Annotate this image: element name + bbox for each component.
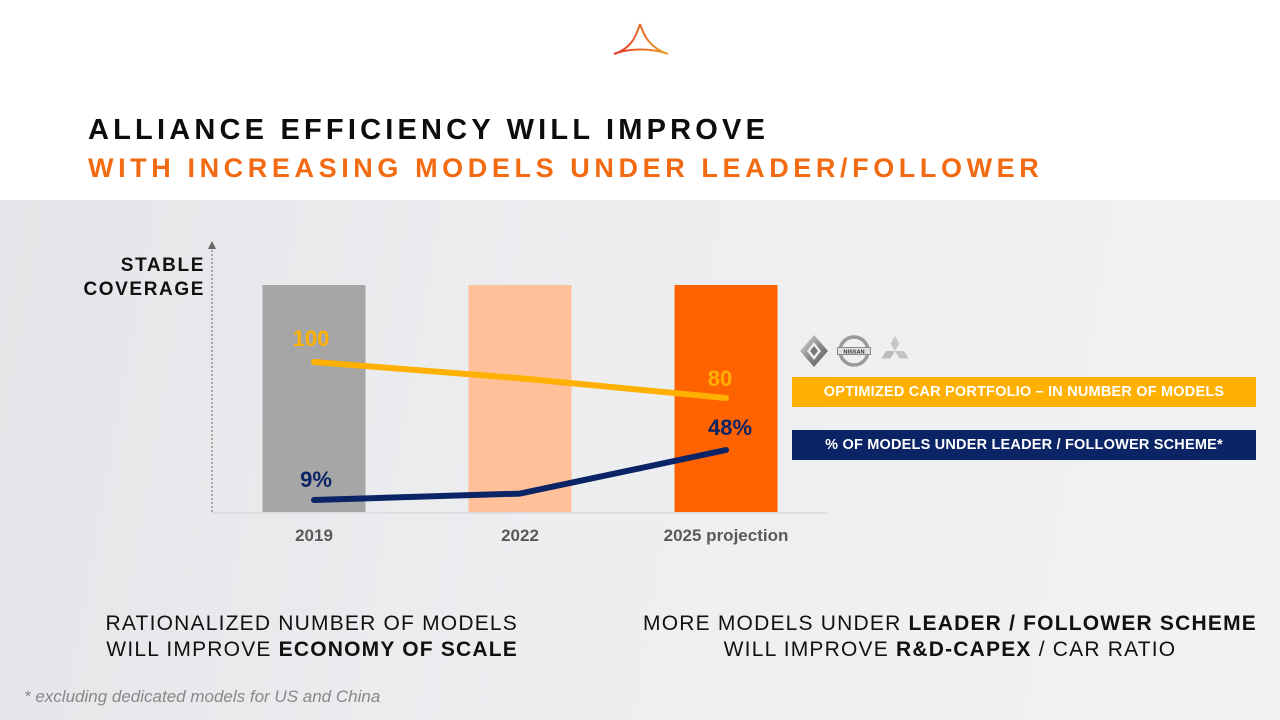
statement-right-text-3: / CAR RATIO [1031,638,1177,661]
title-line-1: ALLIANCE EFFICIENCY WILL IMPROVE [88,114,770,146]
bar-2022 [468,285,572,512]
bar-2019 [262,285,366,512]
title-line-2: WITH INCREASING MODELS UNDER LEADER/FOLL… [88,153,1044,183]
footnote: * excluding dedicated models for US and … [24,687,381,706]
statement-right-emphasis-2: R&D-CAPEX [896,638,1032,661]
statement-right-text-1: MORE MODELS UNDER [643,612,909,635]
brand-logos: NISSAN [798,334,912,368]
statement-left-text: WILL IMPROVE [106,638,279,661]
legend-leader-follower: % OF MODELS UNDER LEADER / FOLLOWER SCHE… [792,430,1256,460]
legend-portfolio: OPTIMIZED CAR PORTFOLIO – IN NUMBER OF M… [792,377,1256,407]
x-tick-label: 2022 [501,526,539,545]
statement-right-line-2: WILL IMPROVE R&D-CAPEX / CAR RATIO [630,637,1270,663]
y-axis-label-line-2: COVERAGE [83,279,205,300]
content-area [0,200,1280,720]
rd-capex-statement: MORE MODELS UNDER LEADER / FOLLOWER SCHE… [630,611,1270,663]
x-tick-label: 2025 projection [664,526,789,545]
statement-left-line-2: WILL IMPROVE ECONOMY OF SCALE [60,637,518,663]
x-tick-label: 2019 [295,526,333,545]
renault-logo-icon [800,335,828,367]
statement-right-emphasis-1: LEADER / FOLLOWER SCHEME [908,612,1257,635]
statement-left-emphasis: ECONOMY OF SCALE [278,638,518,661]
alliance-logo-icon [613,23,669,55]
nissan-logo-text: NISSAN [843,349,864,355]
portfolio-data-label: 100 [293,326,330,351]
nissan-logo-icon: NISSAN [837,335,871,367]
statement-left-line-1: RATIONALIZED NUMBER OF MODELS [105,612,518,635]
y-axis-label-line-1: STABLE [120,255,205,276]
y-axis-arrow-icon [208,241,216,249]
header-area: ALLIANCE EFFICIENCY WILL IMPROVE WITH IN… [0,0,1280,200]
leader-follower-data-label: 48% [708,415,752,440]
leader-follower-data-label: 9% [300,467,332,492]
statement-right-line-1: MORE MODELS UNDER LEADER / FOLLOWER SCHE… [630,611,1270,637]
statement-right-text-2: WILL IMPROVE [723,638,896,661]
y-axis-label: STABLE COVERAGE [60,254,205,302]
economy-of-scale-statement: RATIONALIZED NUMBER OF MODELS WILL IMPRO… [60,611,518,663]
mitsubishi-logo-icon [881,336,909,359]
portfolio-data-label: 80 [708,366,732,391]
